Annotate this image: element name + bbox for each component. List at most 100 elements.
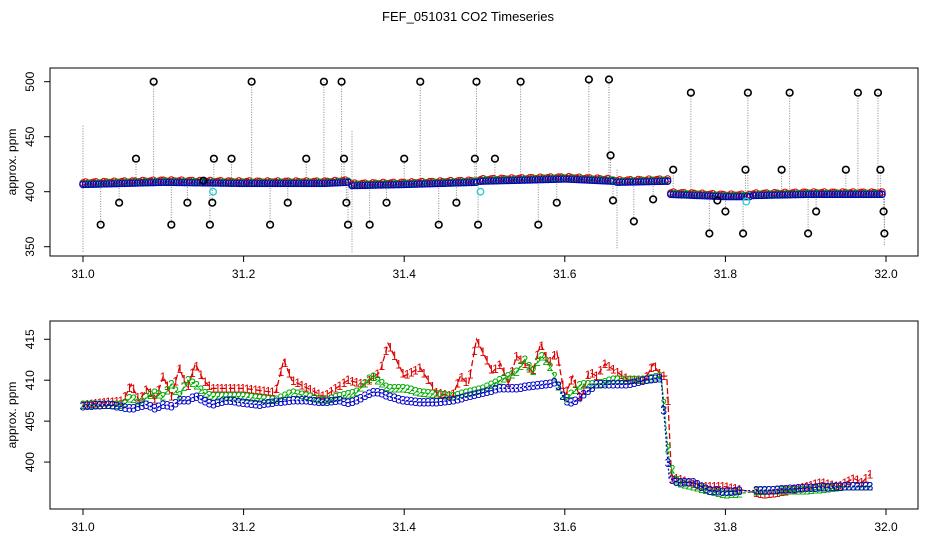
series-marker: 2 — [353, 385, 360, 399]
series-marker: 3 — [298, 394, 305, 408]
series-marker: 2 — [139, 395, 146, 409]
series-marker: 2 — [500, 372, 507, 386]
series-marker: 1 — [547, 355, 554, 369]
series-marker: 3 — [336, 394, 343, 408]
series-marker: 2 — [206, 388, 213, 402]
series-marker: 2 — [118, 398, 125, 412]
series-marker: 2 — [698, 482, 705, 496]
bottom-panel: 31.0 31.2 31.4 31.6 31.8 32.0 400 405 410 415 appr… — [5, 320, 919, 534]
series-marker: 3 — [850, 480, 857, 494]
series-marker: 1 — [206, 379, 213, 393]
series-marker: 2 — [568, 387, 575, 401]
series-marker: 2 — [130, 392, 137, 406]
series-marker: 1 — [669, 471, 676, 485]
series-marker: 3 — [614, 377, 621, 391]
series-marker: 2 — [416, 385, 423, 399]
series-marker: 3 — [96, 398, 103, 412]
series-marker: 1 — [732, 482, 739, 496]
baseline-point-3 — [118, 179, 126, 188]
series-marker: 1 — [349, 374, 356, 388]
series-marker: 3 — [576, 391, 583, 405]
spike-point — [265, 220, 275, 229]
series-marker: 2 — [488, 378, 495, 392]
series-marker: 2 — [829, 481, 836, 495]
series-marker: 1 — [702, 480, 709, 494]
series-marker: 3 — [551, 376, 558, 390]
series-marker: 2 — [753, 485, 760, 499]
series-marker: 2 — [345, 388, 352, 402]
baseline-point-3 — [318, 179, 326, 188]
series-marker: 2 — [315, 392, 322, 406]
spike-point — [342, 198, 351, 207]
series-marker: 3 — [219, 395, 226, 409]
cyan-point — [476, 187, 485, 196]
series-marker: 3 — [475, 387, 482, 401]
series-marker: 2 — [580, 377, 587, 391]
baseline-point-3 — [164, 178, 173, 187]
series-marker: 2 — [534, 355, 541, 369]
series-marker: 3 — [294, 394, 301, 408]
series-marker: 2 — [509, 367, 516, 381]
series-marker: 1 — [681, 474, 688, 488]
spike-point — [841, 165, 850, 174]
series-marker: 3 — [265, 396, 272, 410]
series-marker: 2 — [471, 384, 478, 398]
spike-point — [283, 198, 292, 207]
x-tick-label: 31.2 — [232, 520, 256, 534]
baseline-point-3 — [663, 177, 672, 185]
series-marker: 3 — [433, 395, 440, 409]
spike-point — [534, 220, 543, 229]
series-marker: 3 — [757, 484, 764, 498]
series-marker: 1 — [711, 480, 718, 494]
series-marker: 1 — [829, 478, 836, 492]
series-marker: 2 — [408, 383, 415, 397]
series-marker: 3 — [644, 373, 651, 387]
baseline-point-3 — [136, 179, 144, 187]
series-marker: 1 — [139, 390, 146, 404]
series-marker: 2 — [189, 376, 196, 390]
series-marker: 3 — [370, 385, 377, 399]
series-marker: 2 — [332, 391, 339, 405]
series-marker: 2 — [126, 392, 133, 406]
series-marker: 3 — [698, 480, 705, 494]
series-marker: 2 — [513, 365, 520, 379]
series-marker: 1 — [185, 379, 192, 393]
series-marker: 3 — [328, 395, 335, 409]
series-marker: 1 — [345, 373, 352, 387]
series-marker: 1 — [467, 368, 474, 382]
series-marker: 1 — [235, 381, 242, 395]
series-marker: 3 — [324, 395, 331, 409]
series-marker: 3 — [105, 398, 112, 412]
series-line — [82, 377, 870, 494]
series-marker: 2 — [728, 487, 735, 501]
series-marker: 2 — [160, 389, 167, 403]
series-marker: 1 — [589, 367, 596, 381]
series-marker: 2 — [623, 373, 630, 387]
series-marker: 1 — [399, 366, 406, 380]
series-marker: 1 — [816, 476, 823, 490]
series-marker: 1 — [597, 363, 604, 377]
spike-point — [227, 154, 236, 163]
series-marker: 2 — [686, 479, 693, 493]
series-marker: 1 — [193, 359, 200, 373]
series-marker: 3 — [555, 379, 562, 393]
spike-point — [876, 165, 885, 174]
spike-point — [741, 165, 750, 174]
series-marker: 3 — [101, 398, 108, 412]
series-marker: 3 — [572, 394, 579, 408]
series-marker: 1 — [496, 358, 503, 372]
series-marker: 1 — [130, 382, 137, 396]
series-marker: 1 — [656, 367, 663, 381]
spike-point — [199, 176, 208, 185]
baseline-point-3 — [203, 179, 212, 187]
series-marker: 3 — [353, 393, 360, 407]
series-marker: 1 — [324, 387, 331, 401]
series-marker: 2 — [446, 389, 453, 403]
series-marker: 1 — [387, 341, 394, 355]
baseline-point-3 — [289, 179, 298, 188]
series-marker: 1 — [240, 381, 247, 395]
series-marker: 3 — [332, 394, 339, 408]
series-marker: 2 — [143, 391, 150, 405]
series-marker: 3 — [820, 481, 827, 495]
series-marker: 1 — [475, 337, 482, 351]
